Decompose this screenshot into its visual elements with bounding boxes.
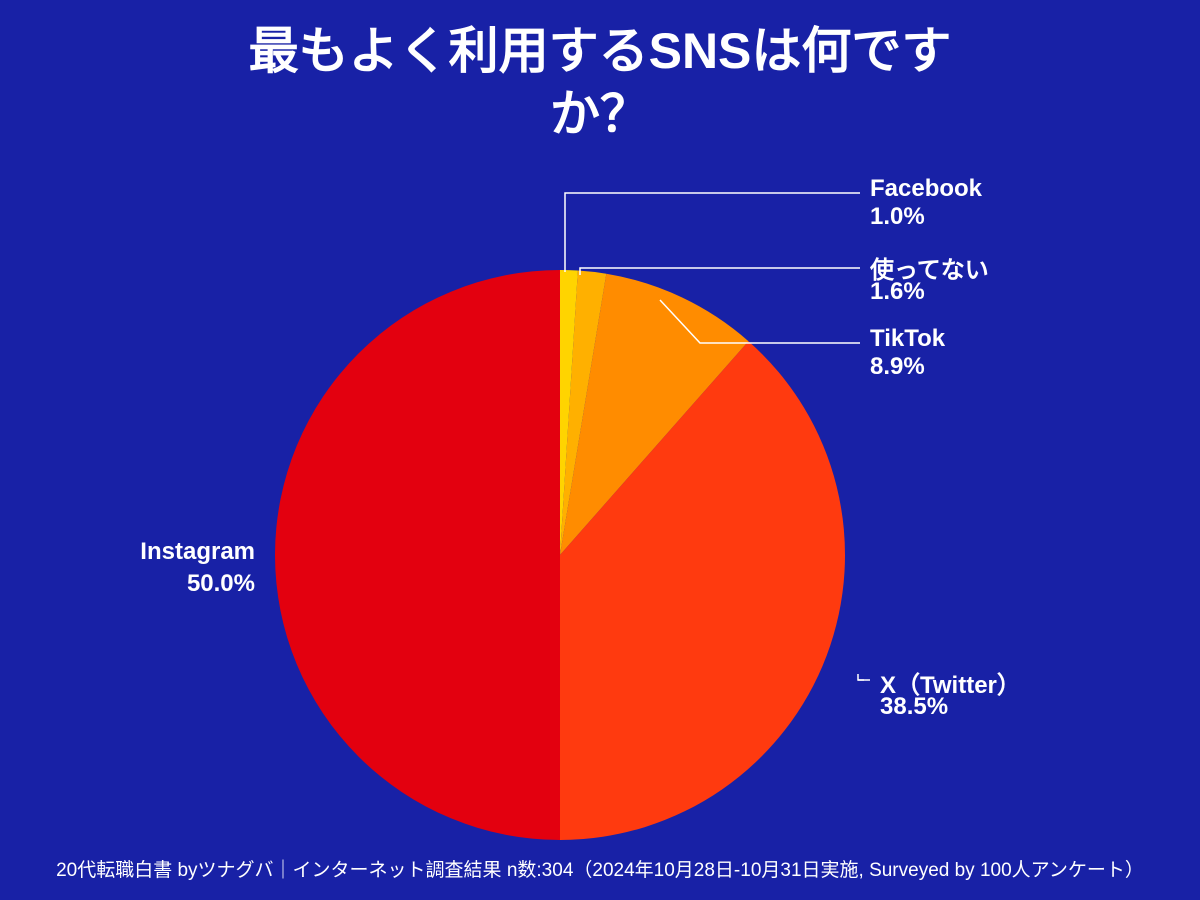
callout-value-x: 38.5%: [880, 693, 948, 721]
callout-label-tiktok: TikTok: [870, 325, 945, 353]
leader-tick-x: [858, 674, 864, 680]
chart-stage: 最もよく利用するSNSは何です か？ Facebook1.0%使ってない1.6%…: [0, 0, 1200, 900]
callout-label-facebook: Facebook: [870, 175, 982, 203]
chart-footer: 20代転職白書 byツナグバ｜インターネット調査結果 n数:304（2024年1…: [0, 855, 1200, 882]
pie-slice-instagram: [275, 270, 560, 840]
callout-value-notusing: 1.6%: [870, 278, 925, 306]
leader-line-facebook: [565, 193, 860, 272]
callout-value-facebook: 1.0%: [870, 203, 925, 231]
pie-chart: [0, 0, 1200, 900]
callout-value-tiktok: 8.9%: [870, 353, 925, 381]
callout-value-instagram: 50.0%: [187, 570, 255, 598]
leader-line-notusing: [580, 268, 860, 275]
callout-label-instagram: Instagram: [140, 538, 255, 566]
